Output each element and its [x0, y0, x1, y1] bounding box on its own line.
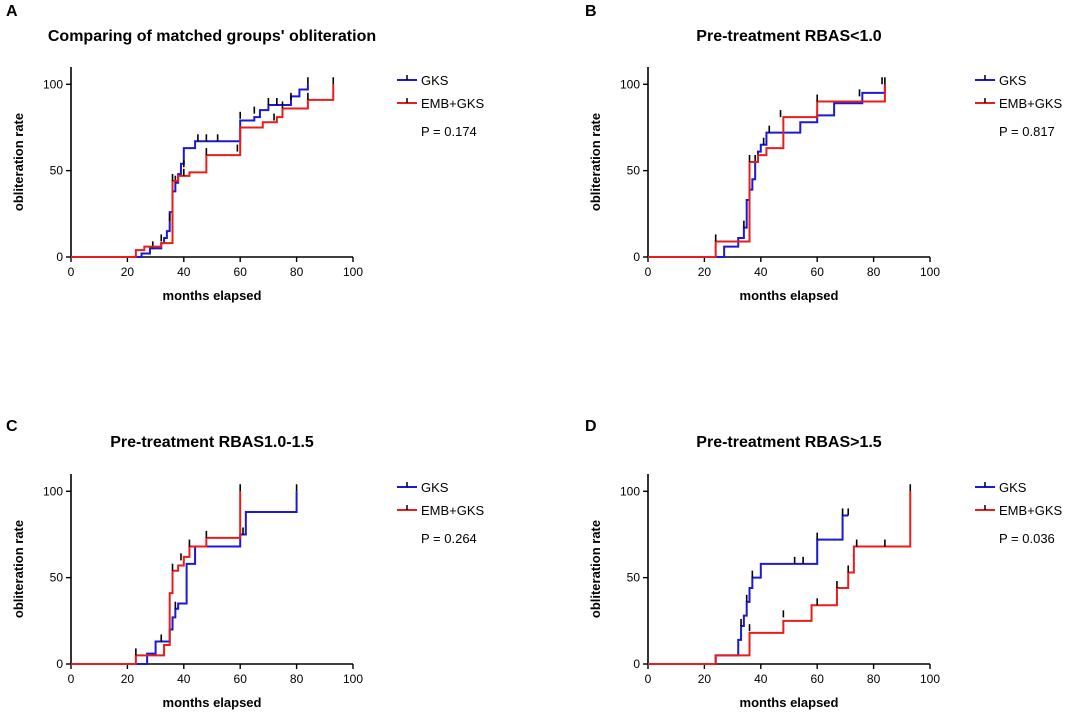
p-value: P = 0.174 [421, 124, 477, 139]
x-tick-label: 40 [754, 672, 768, 686]
panel-letter: D [585, 418, 597, 435]
x-tick-label: 20 [698, 672, 712, 686]
x-axis-label: months elapsed [740, 695, 839, 710]
y-tick-label: 0 [56, 657, 63, 671]
series-line-emb-gks [648, 84, 886, 258]
x-tick-label: 80 [867, 672, 881, 686]
y-tick-label: 0 [56, 250, 63, 264]
x-tick-label: 20 [698, 265, 712, 279]
series-line-gks [71, 491, 298, 665]
legend-label: EMB+GKS [999, 96, 1063, 111]
chart-title: Pre-treatment RBAS1.0-1.5 [110, 434, 314, 451]
legend-label: GKS [999, 480, 1027, 495]
y-axis-label: obliteration rate [11, 113, 26, 211]
x-tick-label: 20 [121, 672, 135, 686]
x-axis-label: months elapsed [163, 695, 262, 710]
x-tick-label: 20 [121, 265, 135, 279]
legend-label: EMB+GKS [421, 503, 485, 518]
legend-label: GKS [999, 73, 1027, 88]
panel-letter: B [585, 3, 597, 20]
chart-title: Pre-treatment RBAS<1.0 [696, 28, 882, 45]
panel-b: B Pre-treatment RBAS<1.0 0 20 40 60 80 100 0 50 10… [585, 3, 1063, 303]
series-line-emb-gks [71, 84, 335, 258]
panel-d: D Pre-treatment RBAS>1.5 0 20 40 60 80 100 0 50 10… [585, 418, 1063, 710]
y-axis-label: obliteration rate [588, 113, 603, 211]
series-line-emb-gks [71, 491, 242, 665]
y-tick-label: 50 [627, 164, 641, 178]
y-axis-label: obliteration rate [11, 520, 26, 618]
x-tick-label: 0 [68, 265, 75, 279]
x-tick-label: 0 [645, 265, 652, 279]
y-tick-label: 0 [633, 250, 640, 264]
x-tick-label: 0 [68, 672, 75, 686]
y-tick-label: 50 [50, 164, 64, 178]
chart-title: Pre-treatment RBAS>1.5 [696, 434, 882, 451]
y-axis-label: obliteration rate [588, 520, 603, 618]
x-tick-label: 80 [290, 265, 304, 279]
x-tick-label: 60 [234, 672, 248, 686]
series-line-gks [648, 84, 886, 258]
y-tick-label: 0 [633, 657, 640, 671]
y-tick-label: 50 [627, 571, 641, 585]
legend-label: EMB+GKS [421, 96, 485, 111]
y-tick-label: 100 [620, 77, 640, 91]
panel-letter: A [6, 3, 18, 20]
panel-letter: C [6, 418, 18, 435]
x-tick-label: 0 [645, 672, 652, 686]
x-tick-label: 100 [920, 265, 940, 279]
y-tick-label: 50 [50, 571, 64, 585]
p-value: P = 0.817 [999, 124, 1055, 139]
legend-label: GKS [421, 480, 449, 495]
legend-label: EMB+GKS [999, 503, 1063, 518]
x-tick-label: 40 [754, 265, 768, 279]
chart-title: Comparing of matched groups' obliteratio… [48, 28, 376, 45]
x-tick-label: 80 [290, 672, 304, 686]
panel-c: C Pre-treatment RBAS1.0-1.5 0 20 40 60 80 100 0 5… [6, 418, 485, 710]
x-tick-label: 100 [343, 672, 363, 686]
x-axis-label: months elapsed [163, 288, 262, 303]
x-tick-label: 60 [811, 265, 825, 279]
x-tick-label: 60 [811, 672, 825, 686]
x-tick-label: 100 [920, 672, 940, 686]
legend-label: GKS [421, 73, 449, 88]
x-axis-label: months elapsed [740, 288, 839, 303]
x-tick-label: 40 [177, 265, 191, 279]
y-tick-label: 100 [620, 484, 640, 498]
p-value: P = 0.264 [421, 531, 477, 546]
x-tick-label: 40 [177, 672, 191, 686]
x-tick-label: 100 [343, 265, 363, 279]
series-line-gks [71, 84, 309, 258]
x-tick-label: 80 [867, 265, 881, 279]
series-line-emb-gks [648, 491, 912, 665]
series-line-gks [648, 514, 849, 665]
y-tick-label: 100 [43, 77, 63, 91]
x-tick-label: 60 [234, 265, 248, 279]
y-tick-label: 100 [43, 484, 63, 498]
panel-a: A Comparing of matched groups' obliterati… [6, 3, 485, 303]
p-value: P = 0.036 [999, 531, 1055, 546]
